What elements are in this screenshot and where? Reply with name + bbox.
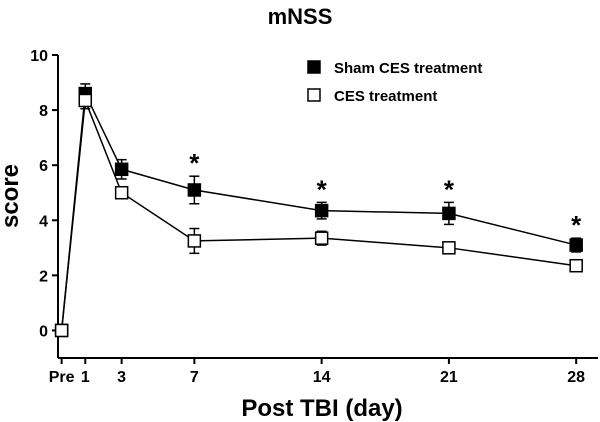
x-tick-label: 21 xyxy=(440,369,458,386)
data-point xyxy=(442,206,456,221)
data-point xyxy=(569,238,583,252)
series-0 xyxy=(54,83,583,338)
x-tick-label: 28 xyxy=(567,369,585,386)
y-tick-label: 6 xyxy=(39,158,48,175)
data-point xyxy=(314,203,329,218)
legend-marker-sham-ces xyxy=(307,60,321,74)
legend: Sham CES treatment CES treatment xyxy=(307,60,482,105)
significance-star: * xyxy=(444,174,455,204)
x-tick-label: 7 xyxy=(190,369,199,386)
data-point xyxy=(314,231,329,245)
chart-title: mNSS xyxy=(268,4,333,29)
legend-label-ces: CES treatment xyxy=(334,88,437,105)
data-point xyxy=(114,185,129,200)
y-axis-label: score xyxy=(0,164,24,228)
series-layer xyxy=(54,83,583,338)
y-tick-label: 4 xyxy=(39,213,48,230)
y-tick-label: 10 xyxy=(30,48,48,65)
y-tick-label: 2 xyxy=(39,268,48,285)
x-tick-label: 3 xyxy=(117,369,126,386)
data-point xyxy=(54,323,69,338)
legend-label-sham-ces: Sham CES treatment xyxy=(334,60,482,77)
y-tick-label: 0 xyxy=(39,323,48,340)
y-tick-label: 8 xyxy=(39,103,48,120)
x-tick-label: Pre xyxy=(49,369,75,386)
data-point xyxy=(187,183,202,197)
significance-star: * xyxy=(189,148,200,178)
data-point xyxy=(569,258,583,273)
data-point xyxy=(78,93,93,108)
data-point xyxy=(187,234,202,248)
data-point xyxy=(442,241,456,255)
x-axis-ticks: Pre 1 3 7 14 21 28 xyxy=(49,358,585,386)
significance-star: * xyxy=(571,210,582,240)
x-tick-label: 14 xyxy=(313,369,331,386)
x-tick-label: 1 xyxy=(81,369,90,386)
data-point xyxy=(114,162,129,177)
significance-annotations: * * * * xyxy=(189,148,582,240)
x-axis-label: Post TBI (day) xyxy=(241,395,402,422)
series-1 xyxy=(54,91,583,338)
significance-star: * xyxy=(317,174,328,204)
legend-marker-ces xyxy=(307,88,321,102)
y-axis-ticks: 0 2 4 6 8 10 xyxy=(30,48,58,340)
